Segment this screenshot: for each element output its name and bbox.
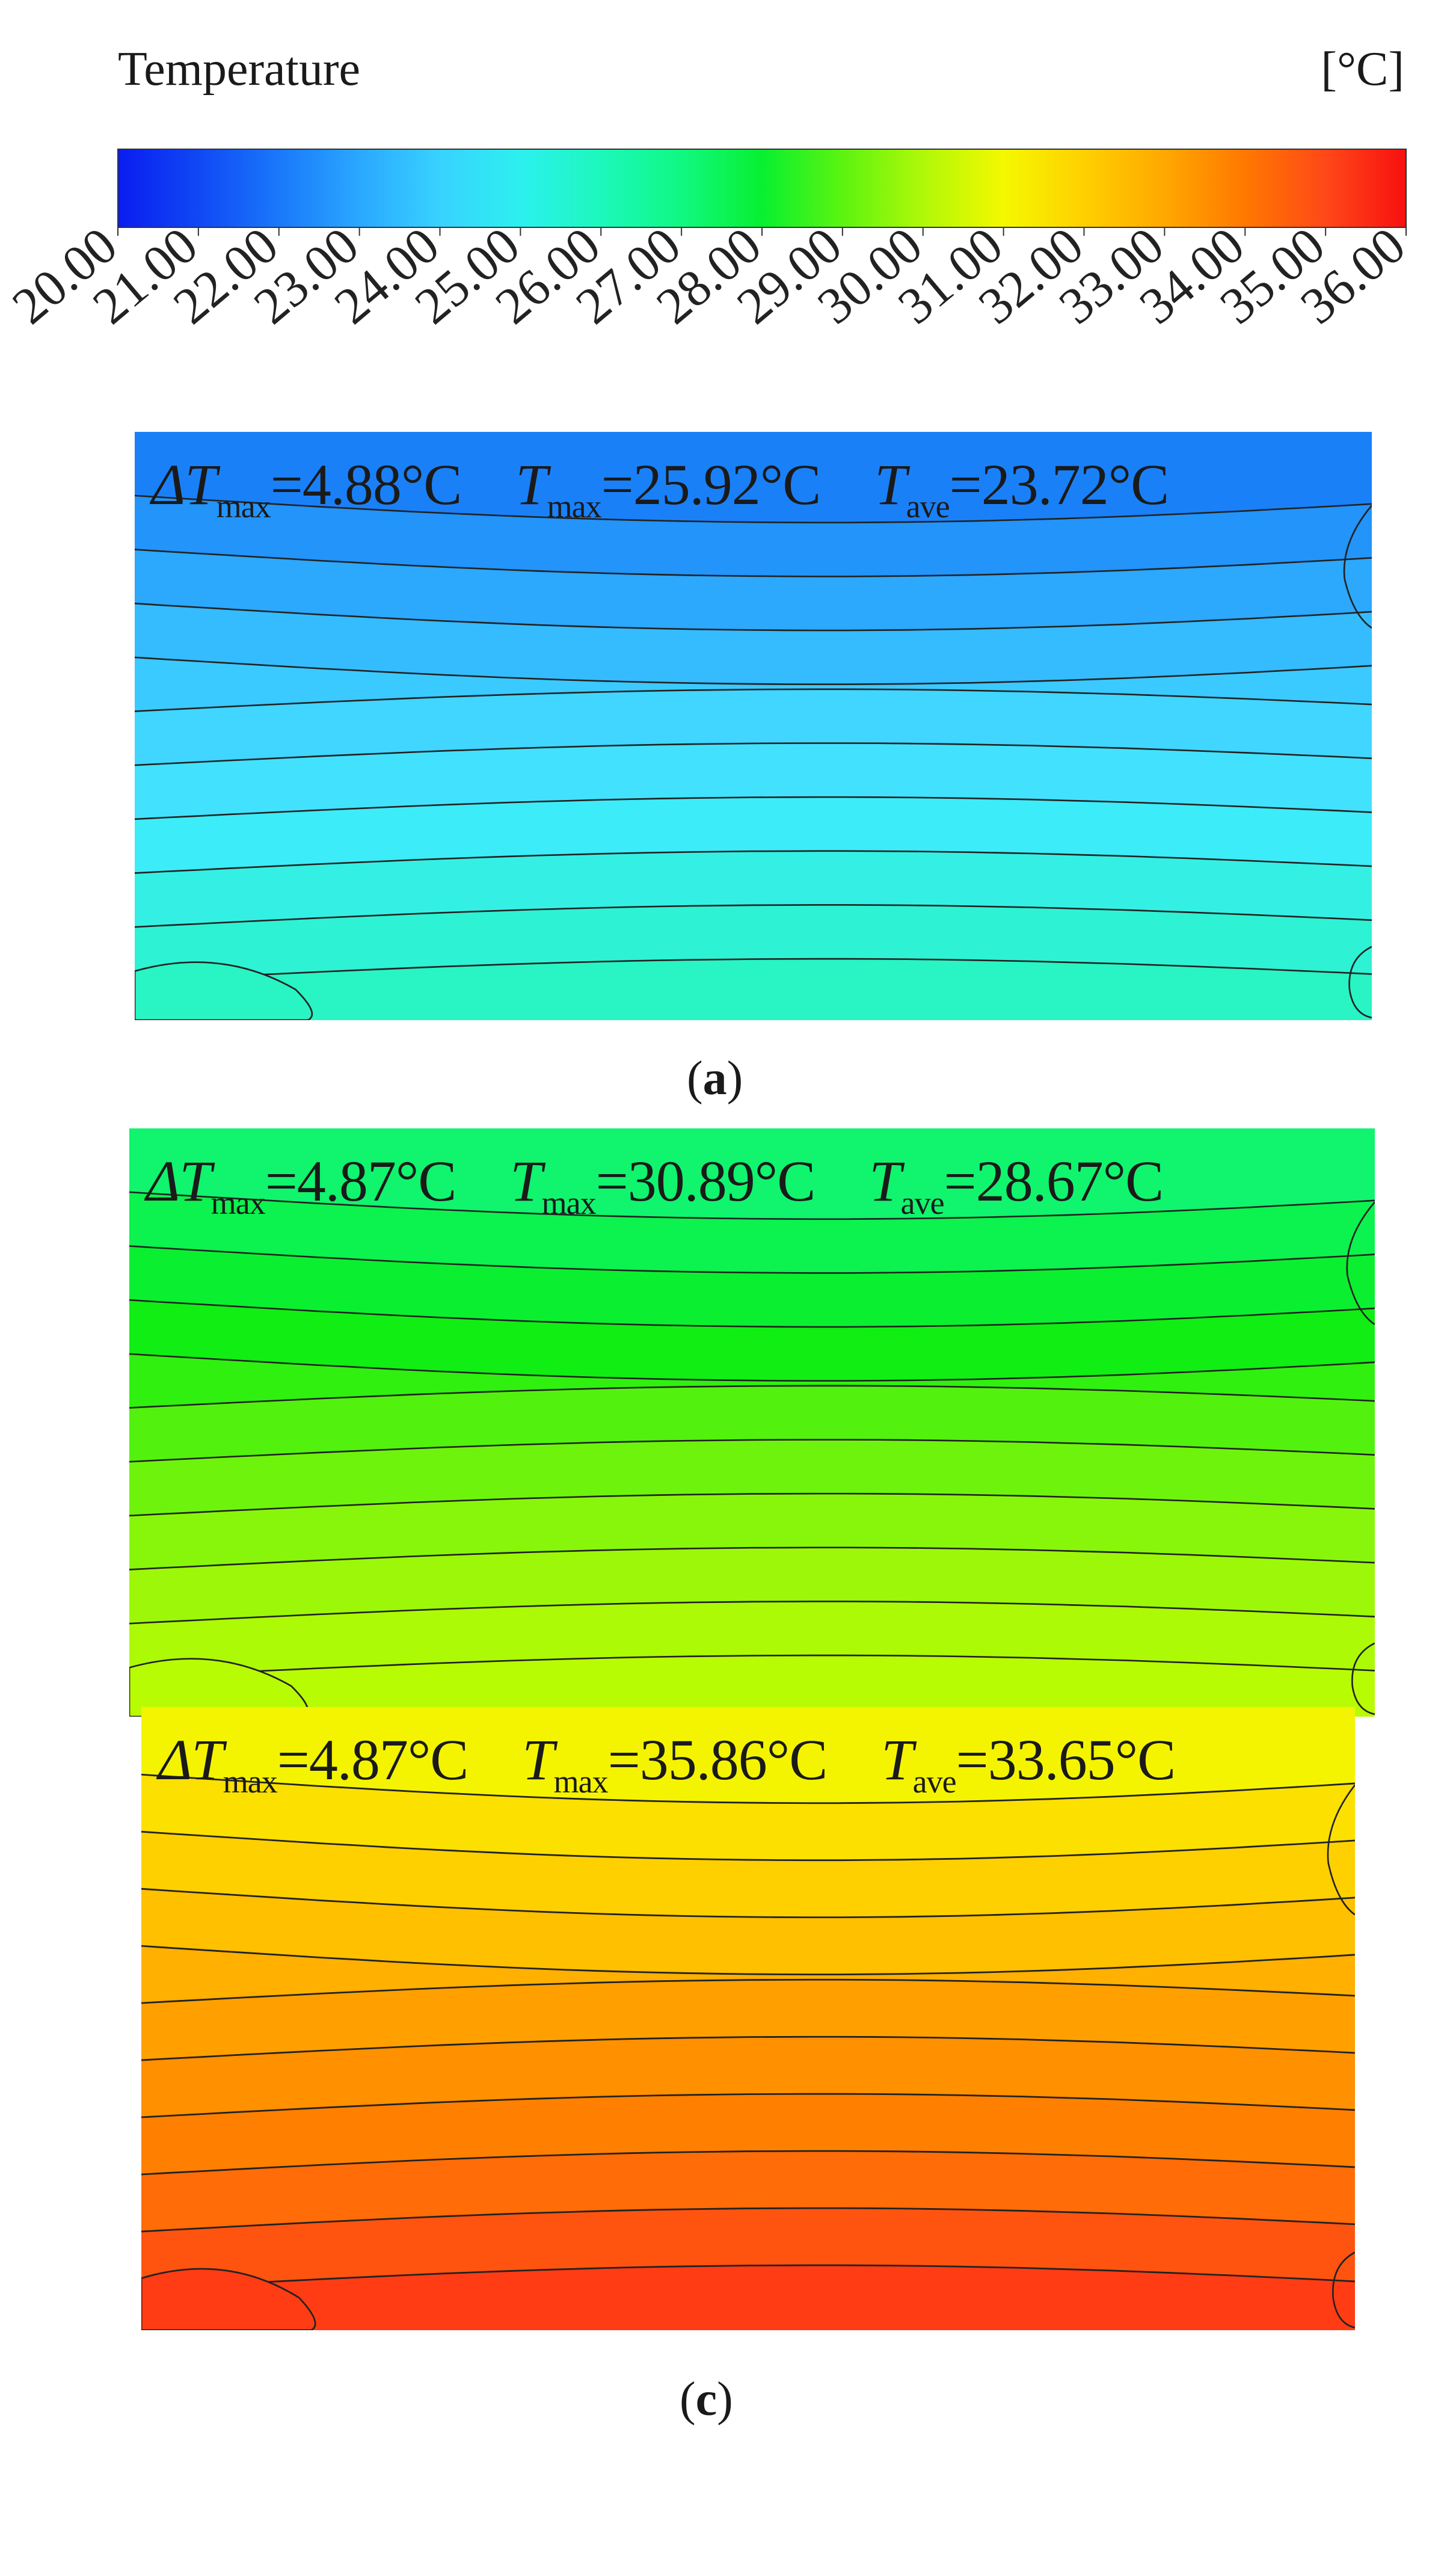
isotherm-line (129, 1353, 1375, 1382)
isotherm-lobe (1332, 2251, 1355, 2329)
tmax-sub: max (553, 1764, 609, 1800)
tave-value: =23.72°C (949, 452, 1170, 517)
delta-t-label: ΔT (146, 1149, 212, 1213)
tave-value: =33.65°C (956, 1727, 1176, 1792)
contour-plot-c (141, 1707, 1355, 2330)
isotherm-line (141, 1945, 1355, 1976)
isotherm-lobe (1346, 1201, 1375, 1326)
isotherm-line (129, 1191, 1375, 1220)
tmax-value: =25.92°C (601, 452, 822, 517)
isotherm-line (141, 1978, 1355, 2004)
delta-t-label: ΔT (152, 452, 217, 517)
contour-plot-a (135, 432, 1372, 1020)
caption-a: (a) (687, 1052, 743, 1105)
isotherm-line (141, 2035, 1355, 2061)
contour-band (135, 959, 1372, 1020)
tave-label: T (869, 1149, 901, 1213)
delta-t-sub: max (223, 1764, 278, 1800)
delta-t-value: =4.87°C (265, 1149, 457, 1213)
tave-sub: ave (906, 488, 950, 525)
delta-t-sub: max (210, 1185, 266, 1221)
isotherm-line (135, 742, 1372, 766)
isotherm-line (135, 602, 1372, 632)
delta-t-value: =4.88°C (270, 452, 462, 517)
contour-panel-c: ΔTmax=4.87°C Tmax=35.86°C Tave=33.65°C (141, 1707, 1355, 2330)
isotherm-line (135, 904, 1372, 928)
legend-unit: [°C] (1321, 43, 1404, 96)
isotherm-line (141, 1830, 1355, 1862)
delta-t-value: =4.87°C (277, 1727, 469, 1792)
caption-c: (c) (680, 2373, 733, 2426)
isotherm-line (141, 2207, 1355, 2233)
contour-plot-b (129, 1128, 1375, 1717)
contour-band (141, 2265, 1355, 2330)
tave-label: T (874, 452, 906, 517)
legend-title: Temperature (118, 43, 361, 96)
isotherm-line (129, 1601, 1375, 1625)
tmax-value: =30.89°C (595, 1149, 816, 1213)
isotherm-lobe (1348, 946, 1372, 1019)
stats-line-c: ΔTmax=4.87°C Tmax=35.86°C Tave=33.65°C (158, 1726, 1176, 1800)
delta-t-label: ΔT (158, 1727, 224, 1792)
tmax-sub: max (541, 1185, 597, 1221)
tave-value: =28.67°C (944, 1149, 1164, 1213)
isotherm-lobe (135, 961, 313, 1020)
tave-sub: ave (912, 1764, 957, 1800)
isotherm-line (141, 2150, 1355, 2176)
isotherm-line (129, 1245, 1375, 1274)
contour-panel-b: ΔTmax=4.87°C Tmax=30.89°C Tave=28.67°C (129, 1128, 1375, 1717)
isotherm-lobe (1351, 1642, 1375, 1715)
isotherm-line (129, 1299, 1375, 1328)
isotherm-line (141, 1773, 1355, 1804)
isotherm-line (129, 1654, 1375, 1679)
isotherm-lobe (1327, 1784, 1355, 1916)
tmax-sub: max (547, 488, 602, 525)
isotherm-line (135, 850, 1372, 874)
tmax-label: T (510, 1149, 542, 1213)
isotherm-line (135, 494, 1372, 524)
isotherm-line (141, 1887, 1355, 1919)
contour-band (129, 1655, 1375, 1717)
isotherm-line (129, 1546, 1375, 1571)
stats-line-b: ΔTmax=4.87°C Tmax=30.89°C Tave=28.67°C (146, 1148, 1164, 1222)
isotherm-lobe (141, 2268, 316, 2330)
isotherm-line (135, 958, 1372, 982)
delta-t-sub: max (216, 488, 271, 525)
colorbar-gradient (117, 149, 1407, 228)
isotherm-line (135, 796, 1372, 820)
tmax-value: =35.86°C (607, 1727, 828, 1792)
isotherm-line (141, 2264, 1355, 2290)
isotherm-lobe (1343, 505, 1372, 629)
temperature-colorbar: 20.0021.0022.0023.0024.0025.0026.0027.00… (1, 149, 1416, 335)
isotherm-line (129, 1385, 1375, 1409)
tave-sub: ave (900, 1185, 945, 1221)
isotherm-line (129, 1439, 1375, 1463)
tave-label: T (881, 1727, 913, 1792)
isotherm-line (135, 549, 1372, 577)
isotherm-line (129, 1492, 1375, 1517)
stats-line-a: ΔTmax=4.88°C Tmax=25.92°C Tave=23.72°C (152, 451, 1169, 525)
tmax-label: T (522, 1727, 554, 1792)
isotherm-line (141, 2093, 1355, 2118)
isotherm-line (135, 688, 1372, 712)
contour-panel-a: ΔTmax=4.88°C Tmax=25.92°C Tave=23.72°C (135, 432, 1372, 1020)
isotherm-line (135, 656, 1372, 686)
tmax-label: T (515, 452, 547, 517)
